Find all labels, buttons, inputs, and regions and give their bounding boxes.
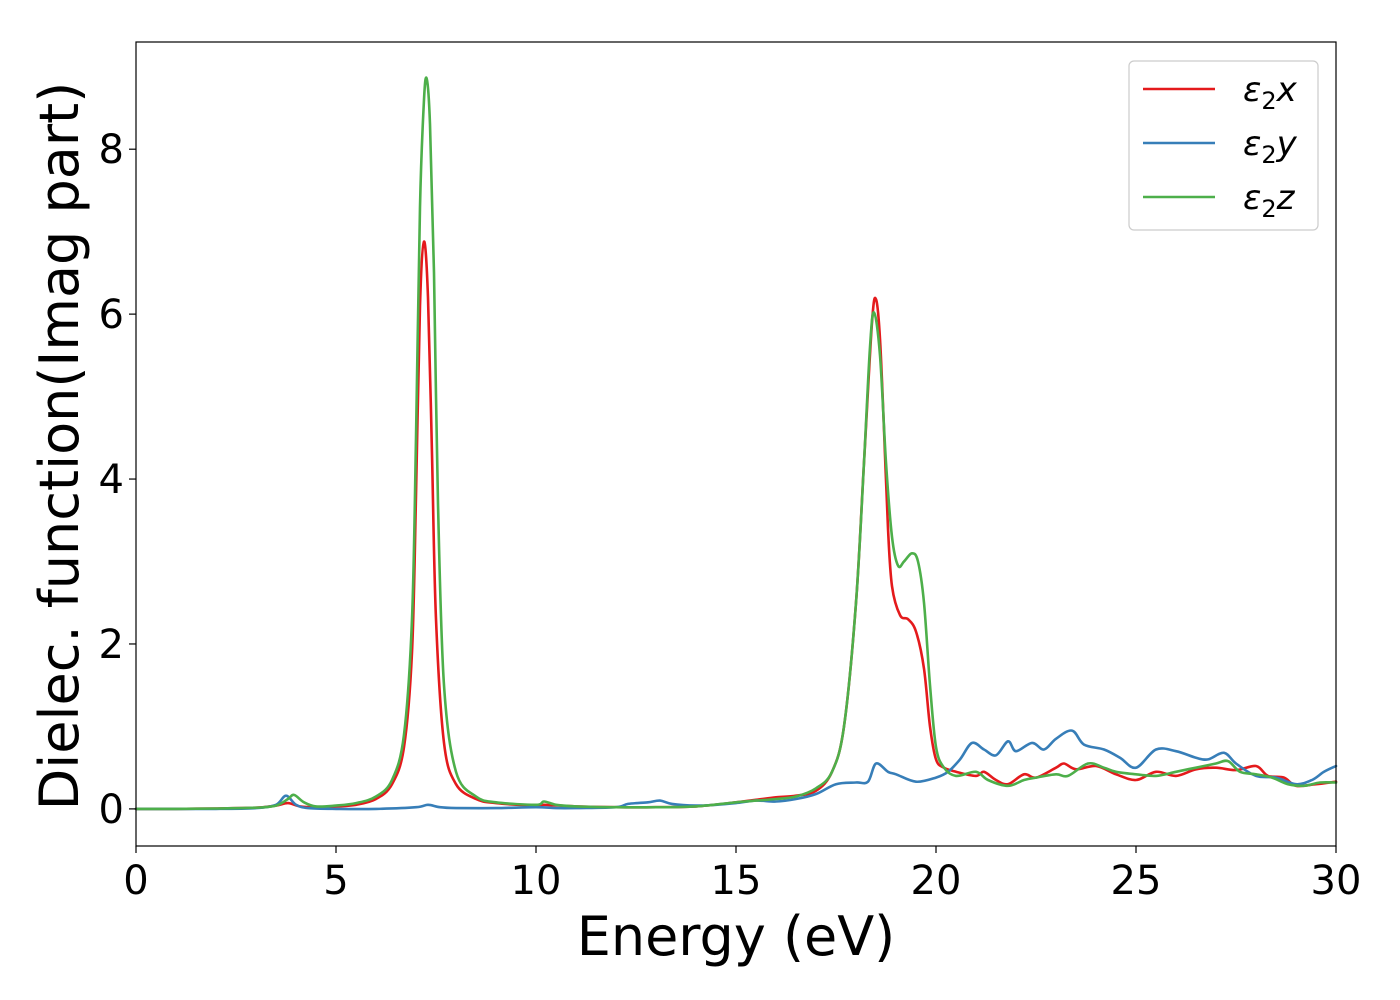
x-axis: 0 5 10 15 20 25 30 <box>123 846 1361 904</box>
legend-label: ε2x <box>1243 70 1298 115</box>
x-tick-label: 25 <box>1111 858 1162 904</box>
x-tick-label: 5 <box>323 858 348 904</box>
x-tick-label: 15 <box>711 858 762 904</box>
x-tick-label: 20 <box>911 858 962 904</box>
y-tick-label: 4 <box>99 457 124 503</box>
legend-box <box>1128 60 1319 231</box>
y-axis-title: Dielec. function(Imag part) <box>28 82 91 811</box>
y-tick-label: 6 <box>99 292 124 338</box>
series-layer <box>134 76 1338 811</box>
y-tick-label: 8 <box>99 127 124 173</box>
y-axis: 0 2 4 6 8 <box>99 127 136 833</box>
series-line-y <box>134 729 1338 811</box>
legend: ε2x ε2y ε2z <box>1128 60 1319 231</box>
x-tick-label: 0 <box>123 858 148 904</box>
y-tick-label: 0 <box>99 787 124 833</box>
legend-label: ε2z <box>1243 178 1296 223</box>
x-tick-label: 10 <box>511 858 562 904</box>
x-tick-label: 30 <box>1311 858 1362 904</box>
series-line-z <box>134 76 1338 811</box>
legend-label: ε2y <box>1243 124 1298 169</box>
x-axis-title: Energy (eV) <box>577 905 896 968</box>
y-tick-label: 2 <box>99 622 124 668</box>
